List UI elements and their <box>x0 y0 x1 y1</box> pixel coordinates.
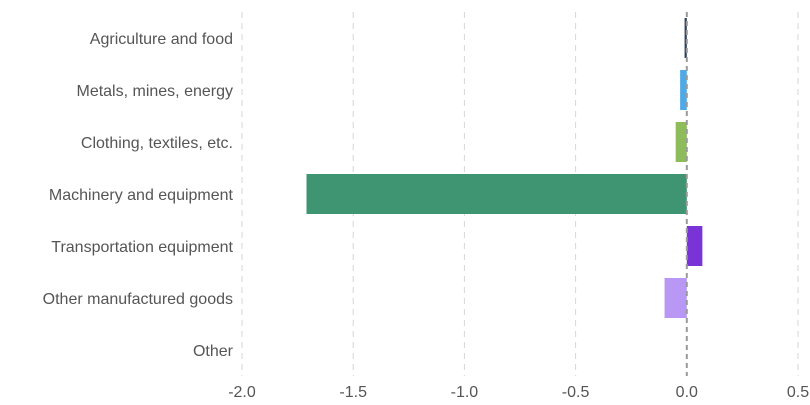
x-tick-label: -0.5 <box>562 384 590 401</box>
category-label: Transportation equipment <box>51 239 233 256</box>
bar <box>664 278 687 318</box>
category-label: Metals, mines, energy <box>76 83 233 100</box>
category-labels: Agriculture and food Metals, mines, energ… <box>43 31 234 360</box>
bar <box>680 70 687 110</box>
x-tick-label: 0.0 <box>676 384 698 401</box>
x-tick-label: -1.0 <box>451 384 479 401</box>
x-tick-label: -2.0 <box>228 384 256 401</box>
x-tick-labels: -2.0 -1.5 -1.0 -0.5 0.0 0.5 <box>228 384 809 401</box>
category-label: Other manufactured goods <box>43 291 233 308</box>
category-label: Machinery and equipment <box>49 187 234 204</box>
category-label: Clothing, textiles, etc. <box>81 135 233 152</box>
bars <box>306 18 703 318</box>
bar <box>306 174 687 214</box>
x-tick-label: 0.5 <box>787 384 809 401</box>
x-tick-label: -1.5 <box>339 384 367 401</box>
category-label: Other <box>193 343 234 360</box>
bar <box>686 226 703 266</box>
bar <box>684 18 687 58</box>
bar <box>675 122 687 162</box>
category-label: Agriculture and food <box>90 31 233 48</box>
